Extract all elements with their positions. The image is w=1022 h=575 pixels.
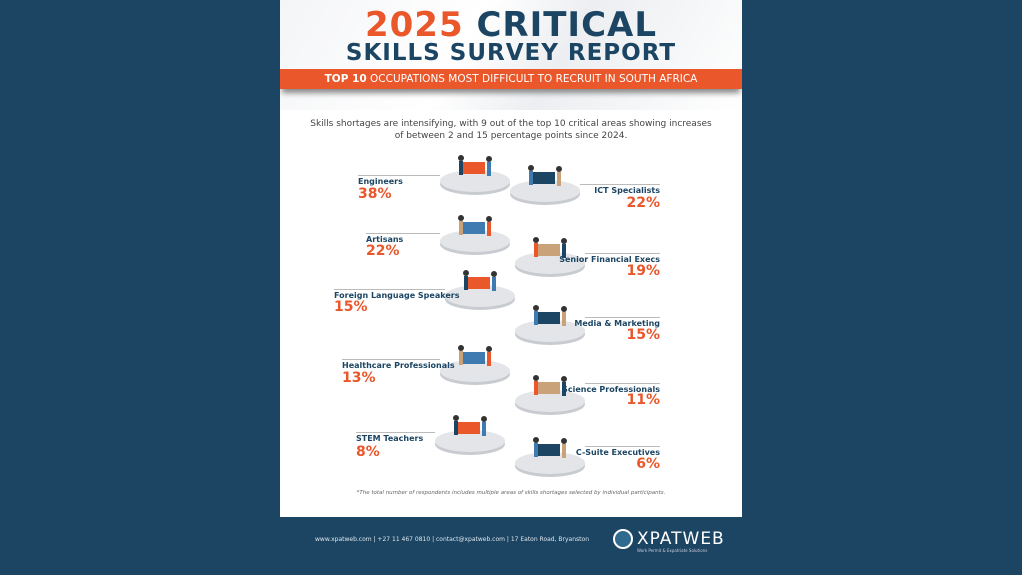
occupation-percent: 22% — [626, 195, 660, 211]
connector-line — [358, 175, 440, 176]
occupation-illustration — [455, 152, 495, 182]
connector-line — [585, 446, 660, 447]
people-illustration-icon — [528, 165, 562, 186]
people-illustration-icon — [458, 215, 492, 236]
people-illustration-icon — [533, 437, 567, 458]
title-line-2: SKILLS SURVEY REPORT — [345, 40, 677, 66]
connector-line — [580, 184, 660, 185]
occupation-illustration — [455, 342, 495, 372]
occupation-label: Science Professionals — [562, 385, 660, 394]
footnote: *The total number of respondents include… — [356, 490, 666, 496]
occupation-label: STEM Teachers — [356, 434, 424, 443]
platform — [510, 180, 580, 202]
people-illustration-icon — [458, 345, 492, 366]
platform — [440, 170, 510, 192]
people-illustration-icon — [533, 375, 567, 396]
people-illustration-icon — [533, 237, 567, 258]
header-background — [280, 0, 742, 110]
occupation-label: ICT Specialists — [594, 186, 660, 195]
occupation-percent: 15% — [626, 327, 660, 343]
platform — [435, 430, 505, 452]
occupation-percent: 22% — [366, 243, 400, 259]
platform — [515, 252, 585, 274]
occupation-illustration — [525, 162, 565, 192]
occupation-percent: 19% — [626, 263, 660, 279]
occupation-label: Healthcare Professionals — [342, 361, 455, 370]
xpatweb-logo: XPATWEB Work Permit & Expatriate Solutio… — [613, 529, 725, 553]
people-illustration-icon — [463, 270, 497, 291]
platform — [515, 452, 585, 474]
platform — [440, 360, 510, 382]
connector-line — [585, 253, 660, 254]
platform — [445, 285, 515, 307]
people-illustration-icon — [453, 415, 487, 436]
connector-line — [356, 432, 435, 433]
occupation-illustration — [530, 372, 570, 402]
occupation-percent: 15% — [334, 299, 368, 315]
people-illustration-icon — [458, 155, 492, 176]
connector-line — [585, 317, 660, 318]
occupation-label: C-Suite Executives — [575, 448, 660, 457]
occupation-percent: 38% — [358, 186, 392, 202]
occupation-illustration — [530, 302, 570, 332]
occupation-percent: 6% — [636, 456, 660, 472]
occupation-label: Artisans — [366, 235, 404, 244]
occupation-percent: 13% — [342, 370, 376, 386]
globe-icon — [613, 529, 633, 549]
occupation-label: Senior Financial Execs — [559, 255, 660, 264]
connector-line — [585, 383, 660, 384]
platform — [515, 390, 585, 412]
contact-info: www.xpatweb.com | +27 11 467 0810 | cont… — [315, 536, 589, 543]
occupation-illustration — [450, 412, 490, 442]
connector-line — [366, 233, 440, 234]
occupation-illustration — [460, 267, 500, 297]
intro-text: Skills shortages are intensifying, with … — [310, 119, 712, 141]
occupation-label: Media & Marketing — [574, 319, 660, 328]
occupation-label: Engineers — [358, 177, 403, 186]
connector-line — [342, 359, 440, 360]
title-line-1: 2025 CRITICAL — [364, 5, 658, 45]
platform — [440, 230, 510, 252]
occupation-illustration — [530, 234, 570, 264]
infographic-page: 2025 CRITICAL SKILLS SURVEY REPORT TOP 1… — [280, 0, 742, 517]
subtitle-banner: TOP 10 OCCUPATIONS MOST DIFFICULT TO REC… — [280, 69, 742, 89]
occupation-illustration — [455, 212, 495, 242]
occupation-label: Foreign Language Speakers — [334, 291, 460, 300]
connector-line — [334, 289, 445, 290]
occupation-percent: 11% — [626, 392, 660, 408]
occupation-percent: 8% — [356, 444, 380, 460]
people-illustration-icon — [533, 305, 567, 326]
platform — [515, 320, 585, 342]
occupation-illustration — [530, 434, 570, 464]
